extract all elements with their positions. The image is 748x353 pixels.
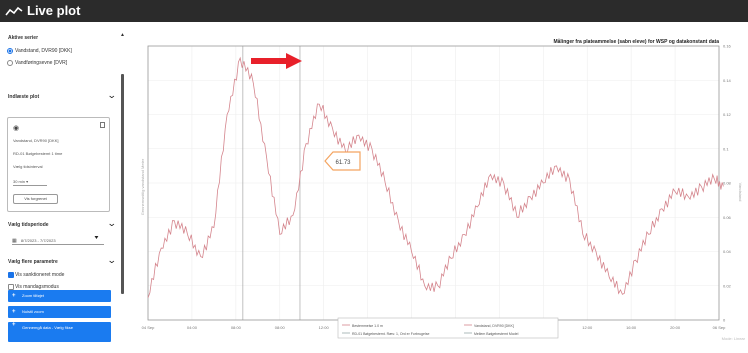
date-range-value: 8/7/2023 - 7/7/2023 (20, 238, 56, 243)
y-tick-label: 0.02 (723, 283, 732, 288)
callout-label: 61.73 (335, 160, 351, 166)
scroll-up-icon[interactable]: ▲ (120, 32, 125, 38)
radio-series-2-label: Vandføringsevne [DVR] (15, 60, 68, 66)
y-tick-label: 0.06 (723, 215, 732, 220)
line-chart[interactable]: 0 0.02 0.04 0.06 0.08 0.1 0.12 0.14 0.16 04 Sep 0… (124, 22, 748, 353)
review-data-button[interactable]: + Gennemgå data - Vælg fikse (8, 322, 111, 342)
plus-icon: + (12, 293, 16, 299)
vertical-markers (242, 46, 301, 320)
trash-icon[interactable] (100, 122, 105, 128)
legend-item-1: Bestemmelse 1.0 m (352, 324, 383, 328)
y-tick-labels: 0 0.02 0.04 0.06 0.08 0.1 0.12 0.14 0.16 (723, 44, 732, 323)
y-tick-label: 0.12 (723, 112, 732, 117)
callout-marker: 61.73 (324, 151, 361, 171)
line-chart-icon (5, 6, 23, 16)
y-tick-label: 0.1 (723, 146, 729, 151)
y-tick-label: 0.16 (723, 44, 732, 49)
loaded-plot-title: Indlæste plot (8, 94, 40, 100)
x-tick-label: 04 Sep (142, 325, 155, 330)
legend-item-4: Mellem Bølgebestemt Model (474, 332, 519, 336)
series-line-vandstand (147, 56, 724, 298)
caret-down-icon[interactable]: ▾ (94, 235, 99, 241)
sidebar: ▲ Aktive serier Vandstand, DVR90 [DKK] V… (0, 22, 125, 353)
y-tick-label: 0.04 (723, 249, 732, 254)
sidebar-scrollbar[interactable] (121, 74, 124, 294)
active-series-title: Aktive serier (8, 35, 39, 41)
checkbox-sanctioned-mode[interactable] (8, 272, 14, 278)
interval-select-value: 30 min (13, 179, 26, 184)
zoom-added-button-label: Zoom tilføjet (22, 293, 45, 298)
checkbox-monday-mode[interactable] (8, 284, 14, 290)
time-period-title: Vælg tidsperiode (8, 222, 49, 228)
review-data-button-label: Gennemgå data - Vælg fikse (22, 325, 73, 330)
mode-label: Mode: Linear (721, 336, 745, 341)
date-range-input[interactable]: ▦ 8/7/2023 - 7/7/2023 (12, 236, 104, 245)
chevron-down-icon[interactable]: ⌄ (106, 90, 117, 100)
show-branched-button[interactable]: Vis forgrenet (13, 194, 58, 204)
y-tick-label: 0.08 (723, 181, 732, 186)
zoom-added-button[interactable]: + Zoom tilføjet (8, 290, 111, 302)
checkbox-sanctioned-mode-label: Vis sanktioneret mode (15, 272, 65, 278)
chevron-down-icon[interactable]: ⌄ (106, 255, 117, 265)
window-title: Live plot (27, 3, 81, 18)
x-tick-label: 20:00 (670, 325, 681, 330)
plus-icon: + (12, 309, 16, 315)
x-tick-label: 12:00 (582, 325, 593, 330)
chevron-down-icon[interactable]: ⌄ (106, 218, 117, 228)
x-tick-label: 06 Sep (713, 325, 726, 330)
chart-legend: Bestemmelse 1.0 m RD-01 Bølgebestemt. Ræ… (337, 317, 559, 339)
y-axis-label-left: Gennemsnitlig vandstand Meter (140, 158, 145, 215)
checkbox-monday-mode-label: Vis mandagsmodus (15, 284, 59, 290)
x-tick-label: 04:00 (187, 325, 198, 330)
calendar-icon: ▦ (12, 238, 17, 244)
card-line-1: Vandstand, DVR90 [DKK] (13, 138, 59, 143)
reset-zoom-button-label: Nulstil zoom (22, 309, 44, 314)
interval-select[interactable]: 30 min ▾ (13, 178, 47, 186)
title-bar: Live plot (0, 0, 748, 22)
x-tick-label: 08:00 (275, 325, 286, 330)
x-tick-label: 12:00 (319, 325, 330, 330)
legend-item-2: Vandstand, DVR90 [DKK] (474, 324, 514, 328)
x-tick-label: 16:00 (626, 325, 637, 330)
x-tick-label: 08:00 (231, 325, 242, 330)
card-line-2: RD-01 Bølgebestemt 1 time (13, 151, 63, 156)
legend-item-3: RD-01 Bølgebestemt. Ræs: 1, Ord er Forbr… (352, 332, 429, 336)
select-caret-icon: ▾ (26, 179, 29, 184)
radio-series-1-label: Vandstand, DVR90 [DKK] (15, 48, 72, 54)
red-arrow-annotation (251, 53, 302, 69)
card-line-3: Vælg tidsinterval (13, 164, 43, 169)
y-tick-label: 0.14 (723, 78, 732, 83)
chart-panel: Målinger fra plateammelse (sabn eleve) f… (124, 22, 748, 353)
y-axis-label-right: Vandstand (738, 183, 743, 202)
radio-series-1[interactable] (7, 48, 13, 54)
chart-title: Målinger fra plateammelse (sabn eleve) f… (553, 39, 719, 45)
parameters-title: Vælg flere parametre (8, 259, 58, 265)
y-tick-label: 0 (723, 318, 726, 323)
reset-zoom-button[interactable]: + Nulstil zoom (8, 306, 111, 318)
plus-icon: + (12, 322, 16, 328)
legend-box (337, 317, 559, 339)
radio-series-2[interactable] (7, 60, 13, 66)
loaded-plot-card: ◉ Vandstand, DVR90 [DKK] RD-01 Bølgebest… (7, 117, 110, 212)
eye-icon[interactable]: ◉ (13, 125, 20, 132)
